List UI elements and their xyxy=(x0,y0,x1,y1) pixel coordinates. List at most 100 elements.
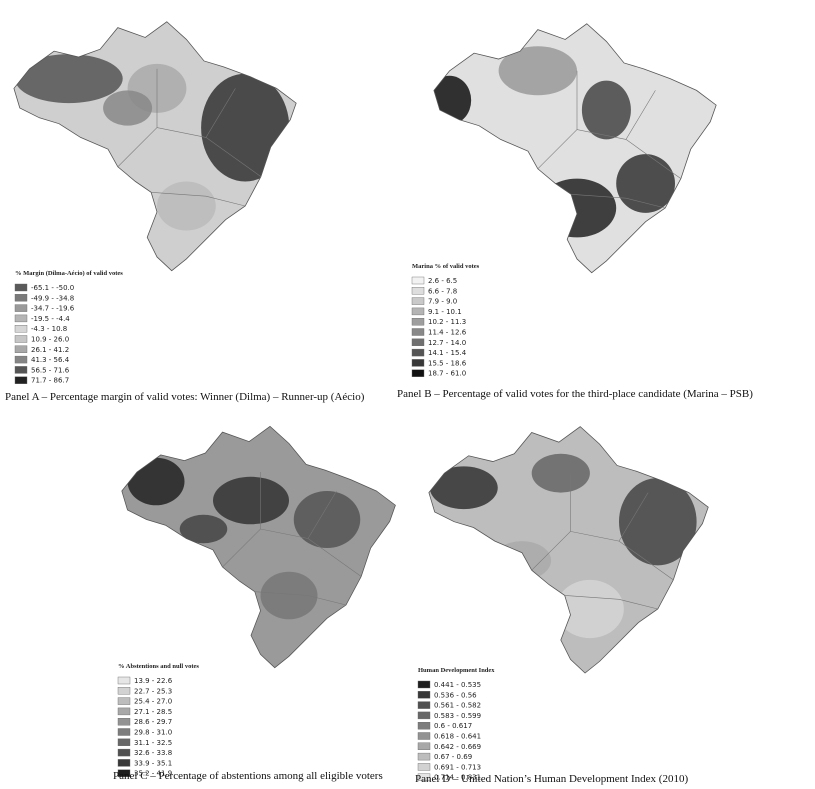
legend-swatch xyxy=(14,314,28,323)
map-region xyxy=(429,466,498,510)
legend-label: 25.4 - 27.0 xyxy=(134,698,172,706)
legend-swatch xyxy=(14,294,28,302)
map-region xyxy=(213,476,289,525)
panel-caption: Panel D – United Nation’s Human Developm… xyxy=(415,773,688,785)
map-region xyxy=(581,80,631,140)
map-region xyxy=(492,541,552,580)
map-region xyxy=(498,46,577,96)
legend-label: 32.6 - 33.8 xyxy=(134,749,172,757)
map-region xyxy=(433,75,472,125)
state-borders xyxy=(531,473,674,610)
legend-label: 9.1 - 10.1 xyxy=(428,308,462,316)
legend-label: 33.9 - 35.1 xyxy=(134,759,172,767)
map-region xyxy=(555,579,624,639)
legend-swatch xyxy=(14,304,28,312)
legend-label: -4.3 - 10.8 xyxy=(31,325,67,333)
legend-swatch xyxy=(14,345,28,353)
legend-swatch xyxy=(117,769,131,777)
legend-label: 26.1 - 41.2 xyxy=(31,346,69,354)
legend-label: -65.1 - -50.0 xyxy=(31,284,74,292)
map-region xyxy=(201,73,290,182)
map-regions xyxy=(429,453,697,639)
legend-label: 22.7 - 25.3 xyxy=(134,687,172,695)
legend-swatch xyxy=(417,701,431,709)
legend-label: -49.9 - -34.8 xyxy=(31,294,74,302)
legend-swatch xyxy=(117,748,131,757)
map-region xyxy=(157,181,216,231)
legend-label: 0.67 - 0.69 xyxy=(434,753,472,761)
legend-label: 7.9 - 9.0 xyxy=(428,298,457,306)
state-borders xyxy=(537,70,682,209)
legend-swatch xyxy=(417,680,431,689)
map-region xyxy=(179,514,228,544)
map-region xyxy=(14,54,123,104)
country-fill xyxy=(121,426,396,668)
legend-swatch xyxy=(417,691,431,699)
legend-swatch xyxy=(117,718,131,726)
country-outline xyxy=(121,425,396,669)
map-region xyxy=(103,90,153,126)
legend-swatch xyxy=(117,738,131,746)
map-region xyxy=(531,453,590,493)
legend-label: 31.1 - 32.5 xyxy=(134,739,172,747)
legend-label: 0.561 - 0.582 xyxy=(434,702,481,710)
legend-label: 56.5 - 71.6 xyxy=(31,366,70,374)
legend-label: 12.7 - 14.0 xyxy=(428,339,466,347)
legend-label: 10.9 - 26.0 xyxy=(31,336,69,344)
legend-label: 0.714 - 0.831 xyxy=(434,774,481,782)
legend-swatch xyxy=(417,711,431,720)
legend-swatch xyxy=(14,325,28,333)
legend-swatch xyxy=(411,338,425,346)
map-region xyxy=(616,154,675,213)
map-region xyxy=(619,478,697,566)
legend-label: 27.1 - 28.5 xyxy=(134,708,172,716)
map-region xyxy=(537,178,617,238)
legend-swatch xyxy=(411,318,425,326)
legend-swatch xyxy=(117,697,131,705)
legend-title: Human Development Index xyxy=(418,667,495,674)
map-region xyxy=(260,571,318,620)
legend-label: -19.5 - -4.4 xyxy=(31,315,70,323)
state-borders xyxy=(117,68,262,207)
legend-label: 2.6 - 6.5 xyxy=(428,277,457,285)
legend-label: 71.7 - 86.7 xyxy=(31,377,69,385)
legend-swatch xyxy=(417,763,431,771)
legend-swatch xyxy=(117,707,131,716)
legend-label: 0.583 - 0.599 xyxy=(434,712,481,720)
legend-label: 6.6 - 7.8 xyxy=(428,287,457,295)
legend-label: 0.6 - 0.617 xyxy=(434,722,472,730)
legend-swatch xyxy=(411,276,425,285)
legend-label: 35.2 - 41.9 xyxy=(134,770,172,778)
legend-title: % Margin (Dilma-Aécio) of valid votes xyxy=(15,270,123,277)
map-region xyxy=(127,457,185,506)
legend-label: 28.6 - 29.7 xyxy=(134,718,172,726)
legend-swatch xyxy=(411,328,425,336)
legend-swatch xyxy=(14,355,28,364)
legend-swatch xyxy=(14,376,28,384)
legend-swatch xyxy=(411,369,425,377)
legend-swatch xyxy=(411,287,425,295)
panel-caption: Panel A – Percentage margin of valid vot… xyxy=(5,391,365,403)
map-regions xyxy=(127,457,361,620)
legend-label: -34.7 - -19.6 xyxy=(31,305,75,313)
legend-label: 0.691 - 0.713 xyxy=(434,763,481,771)
legend-swatch xyxy=(417,773,431,781)
legend-swatch xyxy=(14,283,28,292)
legend-swatch xyxy=(117,759,131,767)
map-panel xyxy=(121,425,396,669)
legend-swatch xyxy=(117,728,131,736)
legend-label: 18.7 - 61.0 xyxy=(428,370,466,378)
map-region xyxy=(293,491,361,548)
map-panel xyxy=(13,21,297,272)
legend-swatch xyxy=(117,676,131,685)
map-panel xyxy=(433,23,717,274)
legend-swatch xyxy=(417,722,431,730)
legend-label: 10.2 - 11.3 xyxy=(428,318,466,326)
map-panel xyxy=(428,426,709,674)
legend-label: 14.1 - 15.4 xyxy=(428,349,467,357)
legend-swatch xyxy=(417,752,431,761)
legend-swatch xyxy=(411,359,425,367)
legend-swatch xyxy=(14,335,28,343)
